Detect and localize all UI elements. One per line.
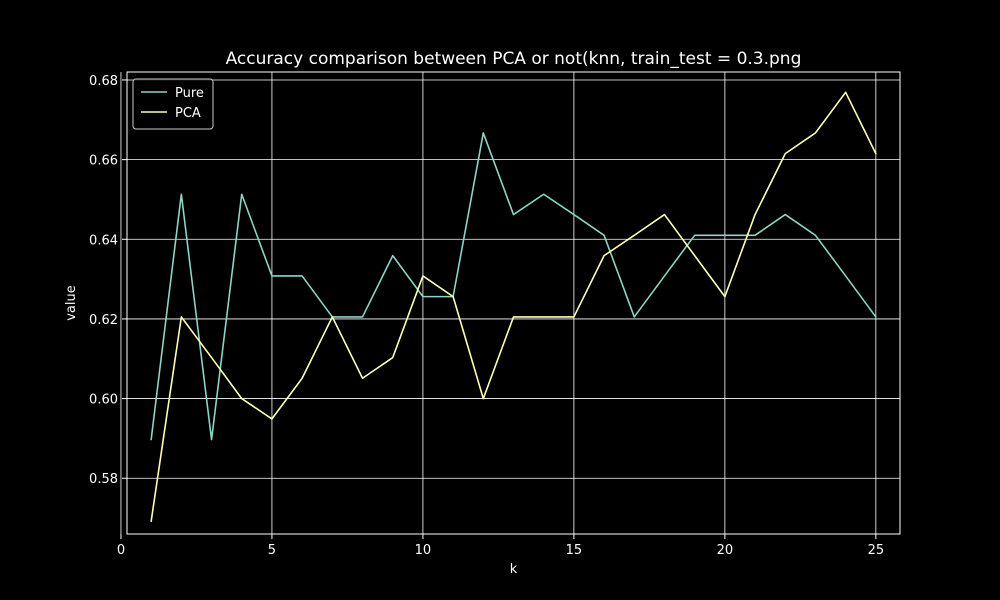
x-tick-label: 0 [117,543,125,558]
y-tick-label: 0.58 [89,472,118,487]
y-tick-label: 0.66 [89,154,118,169]
y-axis-label: value [64,285,79,321]
chart-title: Accuracy comparison between PCA or not(k… [226,49,802,69]
y-tick-label: 0.62 [89,313,118,328]
x-tick-label: 25 [868,543,885,558]
x-tick-label: 10 [415,543,432,558]
series-lines [150,91,877,523]
x-tick-label: 15 [566,543,583,558]
x-axis-label: k [510,562,518,577]
y-tick-label: 0.68 [89,74,118,89]
axis-ticks: 0 5 10 15 20 25 0.58 0.60 0.62 0.64 0.66 0.68 [89,74,884,558]
y-tick-label: 0.60 [89,393,118,408]
legend: Pure PCA [132,78,214,130]
legend-label-pca: PCA [175,106,201,121]
plot-frame [126,71,901,535]
series-line-pure [150,132,877,441]
legend-label-pure: Pure [175,86,204,101]
grid-lines [120,72,900,534]
y-tick-label: 0.64 [89,233,118,248]
x-tick-label: 5 [268,543,276,558]
series-line-pca [150,91,877,523]
x-tick-label: 20 [717,543,734,558]
